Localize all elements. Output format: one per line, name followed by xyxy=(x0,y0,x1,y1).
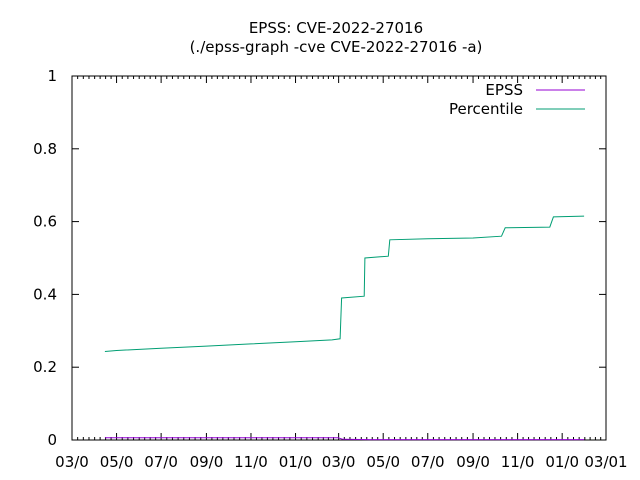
legend-label: Percentile xyxy=(449,100,523,118)
chart-subtitle: (./epss-graph -cve CVE-2022-27016 -a) xyxy=(190,38,483,56)
y-tick-label: 0.4 xyxy=(33,285,57,303)
y-tick-label: 0.6 xyxy=(33,213,57,231)
series-line-epss xyxy=(104,437,585,441)
y-tick-label: 0 xyxy=(47,431,57,449)
x-tick-label: 05/0 xyxy=(366,453,400,471)
x-tick-label: 07/0 xyxy=(411,453,445,471)
legend-label: EPSS xyxy=(485,81,523,99)
x-tick-label: 11/0 xyxy=(234,453,268,471)
chart-title: EPSS: CVE-2022-27016 xyxy=(249,19,423,37)
plot-frame xyxy=(71,75,607,441)
x-tick-label: 09/0 xyxy=(456,453,490,471)
x-tick-label: 11/0 xyxy=(501,453,535,471)
y-axis: 0 0.2 0.4 0.6 0.8 1 xyxy=(33,67,606,449)
x-tick-label: 05/0 xyxy=(100,453,134,471)
series-line-percentile xyxy=(104,215,585,352)
y-tick-label: 0.8 xyxy=(33,140,57,158)
x-axis: 03/0 05/0 07/0 09/0 11/0 01/0 03/0 05/0 07/0 09/0… xyxy=(55,76,628,471)
x-tick-label: 03/0 xyxy=(55,453,89,471)
x-tick-label: 07/0 xyxy=(144,453,178,471)
y-tick-label: 1 xyxy=(47,67,57,85)
y-tick-label: 0.2 xyxy=(33,358,57,376)
series-group xyxy=(104,215,585,441)
x-tick-label: 09/0 xyxy=(190,453,224,471)
x-tick-label: 03/0 xyxy=(322,453,356,471)
x-tick-label: 01/0 xyxy=(279,453,313,471)
x-tick-label: 01/0 xyxy=(545,453,579,471)
x-tick-label: 03/01 xyxy=(584,453,627,471)
